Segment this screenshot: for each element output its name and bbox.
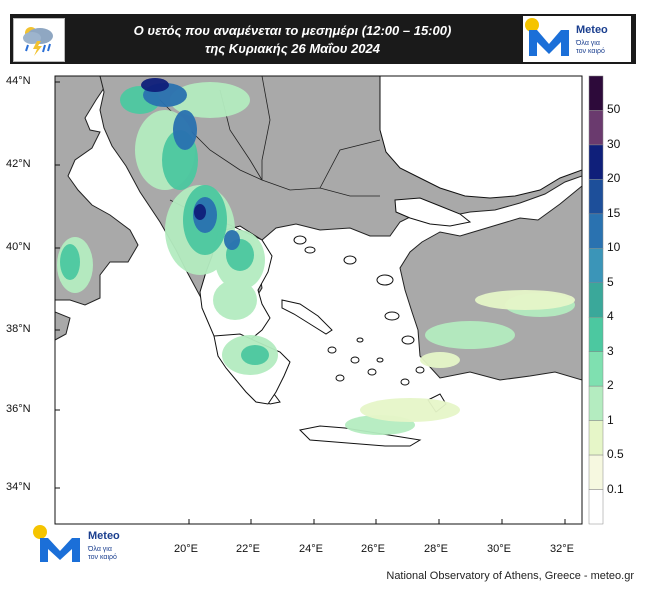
colorbar-segment: [588, 489, 604, 525]
meteo-logo-mark-icon: [525, 18, 569, 56]
axis-ticks: [55, 81, 566, 524]
colorbar-segment: [588, 351, 604, 387]
sicily-land: [55, 311, 71, 341]
colorbar-label: 50: [607, 102, 621, 117]
black-sea: [379, 76, 582, 199]
lon-label-20: 20°E: [174, 543, 198, 555]
colorbar-label: 2: [607, 378, 614, 393]
colorbar-label: 0.5: [607, 447, 624, 462]
colorbar-label: 5: [607, 274, 614, 289]
logo-brand-bottom: Meteo: [88, 530, 120, 542]
lon-label-30: 30°E: [487, 543, 511, 555]
marmara-sea: [394, 197, 472, 227]
title-line-1: Ο υετός που αναμένεται το μεσημέρι (12:0…: [133, 23, 452, 38]
euboea: [281, 299, 333, 335]
colorbar-segment: [588, 420, 604, 456]
map-frame: [54, 75, 583, 525]
colorbar-label: 0.1: [607, 481, 624, 496]
lon-label-26: 26°E: [361, 543, 385, 555]
colorbar: [588, 75, 604, 525]
colorbar-segment: [588, 75, 604, 111]
colorbar-segment: [588, 385, 604, 421]
colorbar-segment: [588, 110, 604, 146]
colorbar-segment: [588, 179, 604, 215]
colorbar-label: 20: [607, 171, 621, 186]
logo-tagline-top-2: τον καιρό: [576, 48, 605, 55]
logo-brand-top: Meteo: [576, 24, 608, 36]
credit-text: National Observatory of Athens, Greece -…: [386, 570, 634, 582]
logo-tagline-bottom-1: Όλα για: [88, 546, 112, 553]
lat-label-34: 34°N: [6, 481, 31, 493]
colorbar-segment: [588, 282, 604, 318]
crete: [298, 425, 422, 447]
logo-tagline-top-1: Όλα για: [576, 40, 600, 47]
meteo-logo-mark-bottom-icon: [33, 525, 80, 562]
rain-cloud-icon: [13, 18, 65, 62]
lat-label-42: 42°N: [6, 158, 31, 170]
colorbar-segment: [588, 144, 604, 180]
lat-label-38: 38°N: [6, 323, 31, 335]
meteo-logo-bottom: Meteo Όλα για τον καιρό: [30, 524, 140, 564]
colorbar-segment: [588, 213, 604, 249]
colorbar-label: 30: [607, 136, 621, 151]
colorbar-label: 15: [607, 205, 621, 220]
colorbar-label: 4: [607, 309, 614, 324]
title-line-2: της Κυριακής 26 Μαΐου 2024: [205, 41, 380, 56]
aegean-islands: [293, 235, 425, 386]
lon-label-24: 24°E: [299, 543, 323, 555]
colorbar-label: 10: [607, 240, 621, 255]
lon-label-22: 22°E: [236, 543, 260, 555]
rain-trace: [360, 290, 575, 422]
colorbar-segment: [588, 248, 604, 284]
lon-label-28: 28°E: [424, 543, 448, 555]
logo-tagline-bottom-2: τον καιρό: [88, 554, 117, 561]
colorbar-segment: [588, 454, 604, 490]
colorbar-segment: [588, 316, 604, 352]
rain-very-heavy: [141, 78, 206, 220]
lat-label-44: 44°N: [6, 75, 31, 87]
map-title: Ο υετός που αναμένεται το μεσημέρι (12:0…: [75, 22, 510, 58]
lat-label-36: 36°N: [6, 403, 31, 415]
colorbar-label: 3: [607, 343, 614, 358]
meteo-logo-top: Meteo Όλα για τον καιρό: [523, 16, 631, 62]
lat-label-40: 40°N: [6, 241, 31, 253]
lon-label-32: 32°E: [550, 543, 574, 555]
colorbar-label: 1: [607, 412, 614, 427]
